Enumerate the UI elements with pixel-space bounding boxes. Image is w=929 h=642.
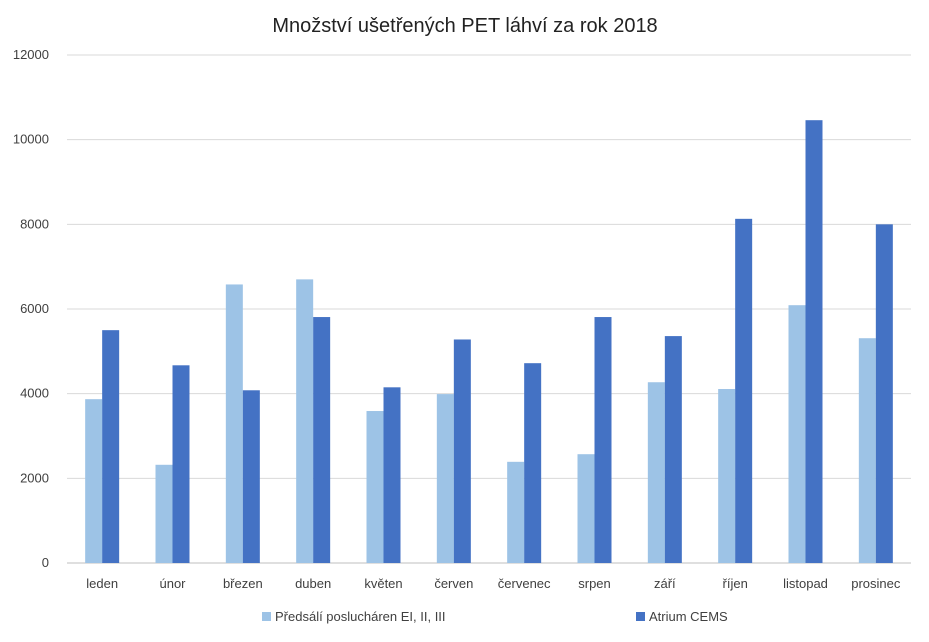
- legend-swatch: [262, 612, 271, 621]
- x-tick-label: srpen: [578, 576, 611, 591]
- bar-atrium-květen: [383, 387, 401, 563]
- gridlines: [67, 54, 911, 564]
- bar-atrium-červen: [453, 339, 471, 563]
- bar-atrium-prosinec: [875, 224, 893, 564]
- legend-swatch: [636, 612, 645, 621]
- x-tick-label: květen: [364, 576, 402, 591]
- bar-predsali-únor: [155, 464, 173, 563]
- bar-predsali-prosinec: [858, 338, 876, 563]
- y-tick-label: 10000: [13, 132, 49, 147]
- bar-predsali-březen: [225, 284, 243, 563]
- x-axis-ticks: leden únor březen duben květen červen červenec…: [86, 576, 901, 591]
- bar-atrium-červenec: [524, 363, 542, 563]
- x-tick-label: říjen: [723, 576, 748, 591]
- bar-atrium-listopad: [805, 120, 823, 564]
- legend: Předsálí poslucháren EI, II, III Atrium C…: [262, 609, 728, 624]
- x-tick-label: březen: [223, 576, 263, 591]
- x-tick-label: září: [654, 576, 676, 591]
- bar-predsali-květen: [366, 411, 384, 563]
- bar-predsali-listopad: [788, 305, 806, 563]
- y-tick-label: 6000: [20, 301, 49, 316]
- x-tick-label: leden: [86, 576, 118, 591]
- bar-atrium-duben: [313, 317, 331, 563]
- y-tick-label: 12000: [13, 47, 49, 62]
- bar-atrium-březen: [242, 390, 260, 563]
- x-tick-label: únor: [159, 576, 186, 591]
- bar-atrium-září: [664, 336, 682, 563]
- bar-atrium-říjen: [735, 218, 753, 563]
- bar-atrium-únor: [172, 365, 190, 563]
- y-tick-label: 4000: [20, 386, 49, 401]
- y-tick-label: 0: [42, 555, 49, 570]
- y-axis-ticks: 0 2000 4000 6000 8000 10000 12000: [13, 47, 49, 570]
- bars: [85, 120, 893, 564]
- x-tick-label: červenec: [498, 576, 551, 591]
- bar-predsali-srpen: [577, 454, 595, 563]
- bar-predsali-leden: [85, 399, 103, 563]
- chart-title: Množství ušetřených PET láhví za rok 201…: [272, 15, 657, 37]
- y-tick-label: 8000: [20, 216, 49, 231]
- x-tick-label: duben: [295, 576, 331, 591]
- bar-atrium-leden: [102, 330, 120, 563]
- x-tick-label: červen: [434, 576, 473, 591]
- bar-predsali-červenec: [507, 461, 525, 563]
- x-tick-label: prosinec: [851, 576, 901, 591]
- bar-predsali-září: [647, 382, 665, 563]
- bar-predsali-říjen: [718, 389, 736, 563]
- bar-atrium-srpen: [594, 317, 612, 563]
- bar-predsali-červen: [436, 394, 454, 563]
- legend-label: Předsálí poslucháren EI, II, III: [275, 609, 446, 624]
- x-tick-label: listopad: [783, 576, 828, 591]
- bar-predsali-duben: [296, 279, 314, 563]
- y-tick-label: 2000: [20, 470, 49, 485]
- legend-label: Atrium CEMS: [649, 609, 728, 624]
